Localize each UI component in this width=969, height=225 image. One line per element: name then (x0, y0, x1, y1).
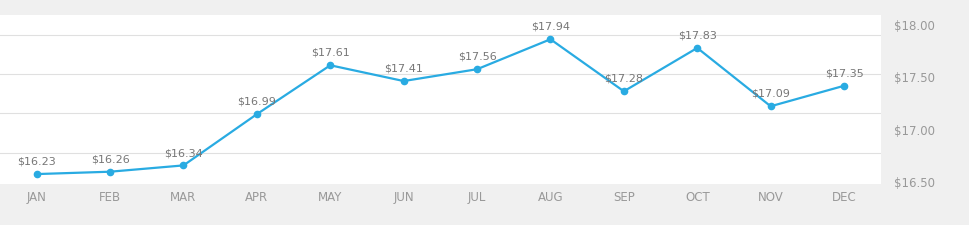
Text: $17.50: $17.50 (893, 72, 934, 85)
Text: $18.00: $18.00 (893, 20, 934, 33)
Text: $16.26: $16.26 (91, 154, 129, 164)
Text: $17.61: $17.61 (311, 48, 349, 58)
Text: $17.56: $17.56 (457, 52, 496, 62)
Text: $17.83: $17.83 (677, 30, 716, 40)
Text: $16.34: $16.34 (164, 147, 203, 157)
Text: $17.28: $17.28 (604, 74, 642, 83)
Text: $16.99: $16.99 (237, 96, 276, 106)
Text: $17.35: $17.35 (824, 68, 862, 78)
Text: $17.00: $17.00 (893, 124, 934, 137)
Text: $17.41: $17.41 (384, 63, 422, 73)
Text: $17.94: $17.94 (530, 22, 570, 32)
Text: $17.09: $17.09 (750, 89, 790, 99)
Text: $16.50: $16.50 (893, 177, 934, 190)
Text: $16.23: $16.23 (17, 156, 56, 166)
